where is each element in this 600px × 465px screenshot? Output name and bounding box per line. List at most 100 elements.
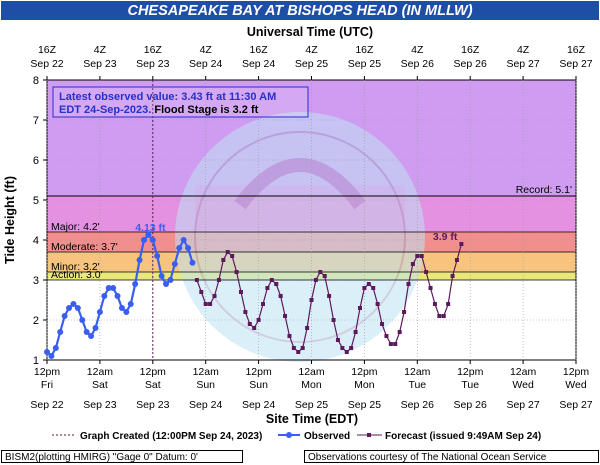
series xyxy=(44,80,464,360)
observed-point xyxy=(127,301,134,307)
forecast-point xyxy=(362,286,367,290)
top-tick-label: Sep 24 xyxy=(242,58,275,70)
observations-credit-footer: Observations courtesy of The National Oc… xyxy=(304,450,599,463)
legend-forecast-text: Forecast (issued 9:49AM Sep 24) xyxy=(385,431,541,442)
forecast-point xyxy=(388,342,393,346)
legend-forecast-marker xyxy=(367,433,371,437)
forecast-point xyxy=(366,282,371,286)
x-tick-label: Mon xyxy=(354,379,375,391)
band-label-action: Action: 3.0' xyxy=(51,269,103,281)
legend-observed-marker xyxy=(286,432,292,438)
forecast-point xyxy=(287,334,292,338)
top-tick-label: Sep 26 xyxy=(454,58,487,70)
observed-point xyxy=(52,345,59,351)
forecast-point xyxy=(344,350,349,354)
seal-ring xyxy=(194,131,406,343)
x-tick-label: Sep 22 xyxy=(30,399,63,411)
observed-point xyxy=(158,273,165,279)
x-tick-label: 12am xyxy=(404,366,431,378)
forecast-point xyxy=(300,346,305,350)
seal-band xyxy=(195,185,405,230)
forecast-point xyxy=(384,334,389,338)
y-tick-label: 3 xyxy=(33,275,39,287)
x-tick-label: 12am xyxy=(193,366,220,378)
observed-point xyxy=(70,301,77,307)
observed-point xyxy=(145,231,152,238)
x-tick-label: Sep 23 xyxy=(83,399,116,411)
title-bar xyxy=(1,1,599,20)
forecast-point xyxy=(212,294,217,298)
forecast-point xyxy=(243,310,248,314)
x-tick-label: Sep 24 xyxy=(189,399,222,411)
flood-stage-value-text: Flood Stage is 3.2 ft xyxy=(151,104,258,116)
observed-point xyxy=(140,237,147,243)
band-label-moderate: Moderate: 3.7' xyxy=(51,241,118,253)
observed-point xyxy=(105,285,112,291)
x-tick-label: 12am xyxy=(510,366,537,378)
observed-point xyxy=(57,329,64,335)
forecast-point xyxy=(265,286,270,290)
forecast-point xyxy=(349,346,354,350)
top-tick-label: 16Z xyxy=(250,44,269,56)
latest-observed-box: Latest observed value: 3.43 ft at 11:30 … xyxy=(52,86,309,118)
forecast-point xyxy=(410,262,415,266)
observed-point xyxy=(118,305,125,311)
forecast-point xyxy=(256,318,261,322)
annotations: Major: 4.2' Moderate: 3.7' Minor: 3.2'Acti… xyxy=(51,184,572,281)
x-tick-label: 12pm xyxy=(351,366,378,378)
forecast-point xyxy=(309,298,314,302)
y-tick-label: 4 xyxy=(33,235,39,247)
forecast-point xyxy=(199,290,204,294)
x-tick-label: Sep 27 xyxy=(559,399,592,411)
observed-point xyxy=(92,325,99,331)
forecast-point xyxy=(402,310,407,314)
top-tick-label: 16Z xyxy=(567,44,586,56)
forecast-point xyxy=(291,346,296,350)
forecast-point xyxy=(225,250,230,254)
top-tick-label: 16Z xyxy=(38,44,57,56)
forecast-point xyxy=(446,302,451,306)
observed-point xyxy=(88,333,95,339)
top-axis-label: Universal Time (UTC) xyxy=(247,25,373,39)
forecast-point xyxy=(247,322,252,326)
forecast-point xyxy=(327,294,332,298)
x-tick-label: Sep 27 xyxy=(506,399,539,411)
gage-datum-footer: BISM2(plotting HMIRG) "Gage 0" Datum: 0' xyxy=(1,450,243,463)
observed-point xyxy=(132,281,139,287)
forecast-point xyxy=(221,258,226,262)
top-tick-label: Sep 26 xyxy=(401,58,434,70)
forecast-point xyxy=(274,282,279,286)
forecast-point xyxy=(322,274,327,278)
x-tick-label: Mon xyxy=(301,379,322,391)
observed-peak-label: 4.13 ft xyxy=(135,222,166,234)
observed-point xyxy=(136,257,143,263)
top-tick-label: 4Z xyxy=(94,44,107,56)
observed-point xyxy=(79,317,86,323)
forecast-point xyxy=(252,326,257,330)
x-tick-label: 12am xyxy=(298,366,325,378)
top-tick-label: 16Z xyxy=(144,44,163,56)
observed-point xyxy=(114,293,121,299)
x-tick-label: Sep 23 xyxy=(136,399,169,411)
top-tick-label: Sep 23 xyxy=(136,58,169,70)
latest-observed-text: Latest observed value: 3.43 ft at 11:30 … xyxy=(59,91,276,103)
legend-observed-text: Observed xyxy=(304,431,350,442)
forecast-point xyxy=(269,278,274,282)
y-axis-label: Tide Height (ft) xyxy=(3,176,17,264)
forecast-point xyxy=(234,270,239,274)
legend: Graph Created (12:00PM Sep 24, 2023) Obs… xyxy=(52,431,541,442)
x-tick-label: Sat xyxy=(92,379,108,391)
forecast-point xyxy=(278,294,283,298)
forecast-point xyxy=(428,286,433,290)
top-tick-label: Sep 23 xyxy=(83,58,116,70)
top-tick-label: Sep 22 xyxy=(30,58,63,70)
forecast-point xyxy=(331,318,336,322)
observed-point xyxy=(83,329,90,335)
observed-point xyxy=(176,245,183,251)
x-tick-label: 12am xyxy=(87,366,114,378)
observed-point xyxy=(74,305,81,311)
top-tick-label: Sep 25 xyxy=(295,58,328,70)
forecast-point xyxy=(397,330,402,334)
